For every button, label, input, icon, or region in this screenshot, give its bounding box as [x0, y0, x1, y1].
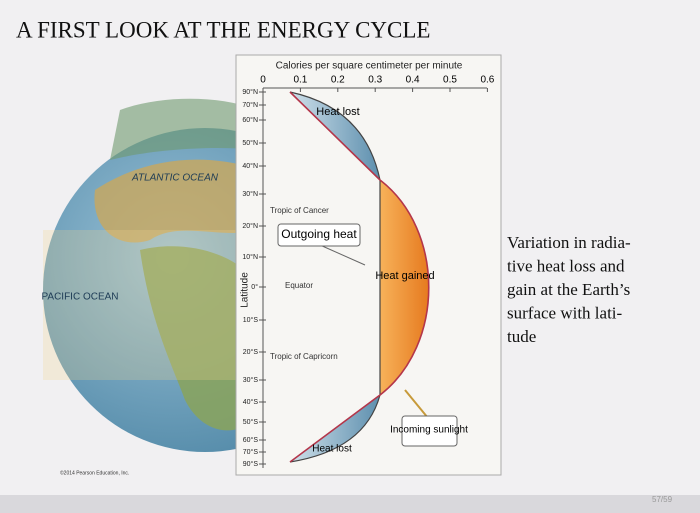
latitude-label: 70°N	[242, 101, 258, 109]
annotation: Heat lost	[312, 444, 352, 455]
x-tick-label: 0.4	[406, 75, 420, 86]
latitude-label: 70°S	[243, 448, 259, 456]
latitude-label: 90°N	[242, 88, 258, 96]
annotation: Tropic of Capricorn	[270, 352, 338, 361]
caption-line: gain at the Earth’s	[507, 280, 630, 299]
latitude-label: 0°	[251, 283, 258, 291]
annotation: Outgoing heat	[281, 227, 357, 241]
incoming-curve	[289, 91, 430, 463]
globe-label: PACIFIC OCEAN	[41, 292, 118, 303]
globe-label: ATLANTIC OCEAN	[131, 173, 219, 184]
y-axis-title: Latitude	[240, 272, 251, 308]
x-tick-label: 0	[260, 75, 266, 86]
latitude-label: 50°N	[242, 139, 258, 147]
latitude-label: 20°S	[243, 348, 259, 356]
outgoing-curve	[289, 91, 381, 463]
page-number: 57/59	[652, 495, 673, 504]
x-tick-label: 0.3	[368, 75, 382, 86]
label-box	[277, 223, 361, 247]
x-tick-label: 0.6	[480, 75, 494, 86]
label-box	[401, 415, 458, 447]
latitude-label: 90°S	[243, 460, 259, 468]
annotation: Tropic of Cancer	[270, 206, 329, 215]
latitude-label: 30°N	[242, 190, 258, 198]
heat-gained-area	[380, 180, 429, 395]
caption-line: tude	[507, 327, 536, 346]
x-tick-label: 0.2	[331, 75, 345, 86]
latitude-label: 40°N	[242, 162, 258, 170]
x-tick-label: 0.5	[443, 75, 457, 86]
latitude-label: 20°N	[242, 222, 258, 230]
latitude-label: 10°N	[242, 253, 258, 261]
annotation: Heat lost	[316, 106, 359, 118]
bottom-bar	[0, 495, 700, 513]
latitude-label: 10°S	[243, 316, 259, 324]
pointer	[319, 244, 366, 266]
latitude-label: 50°S	[243, 418, 259, 426]
copyright: ©2014 Pearson Education, Inc.	[60, 469, 129, 476]
latitude-label: 30°S	[243, 376, 259, 384]
annotation: Incoming sunlight	[390, 425, 468, 436]
annotation: Heat gained	[375, 270, 434, 282]
pointer	[404, 389, 429, 419]
annotation: Equator	[285, 281, 313, 290]
latitude-label: 40°S	[243, 398, 259, 406]
latitude-label: 60°S	[243, 436, 259, 444]
caption-line: tive heat loss and	[507, 256, 625, 275]
caption-line: surface with lati-	[507, 303, 623, 322]
x-tick-label: 0.1	[293, 75, 307, 86]
axis-title: Calories per square centimeter per minut…	[276, 61, 463, 72]
latitude-label: 60°N	[242, 116, 258, 124]
slide-title: A FIRST LOOK AT THE ENERGY CYCLE	[16, 17, 430, 42]
caption-line: Variation in radia-	[507, 233, 631, 252]
